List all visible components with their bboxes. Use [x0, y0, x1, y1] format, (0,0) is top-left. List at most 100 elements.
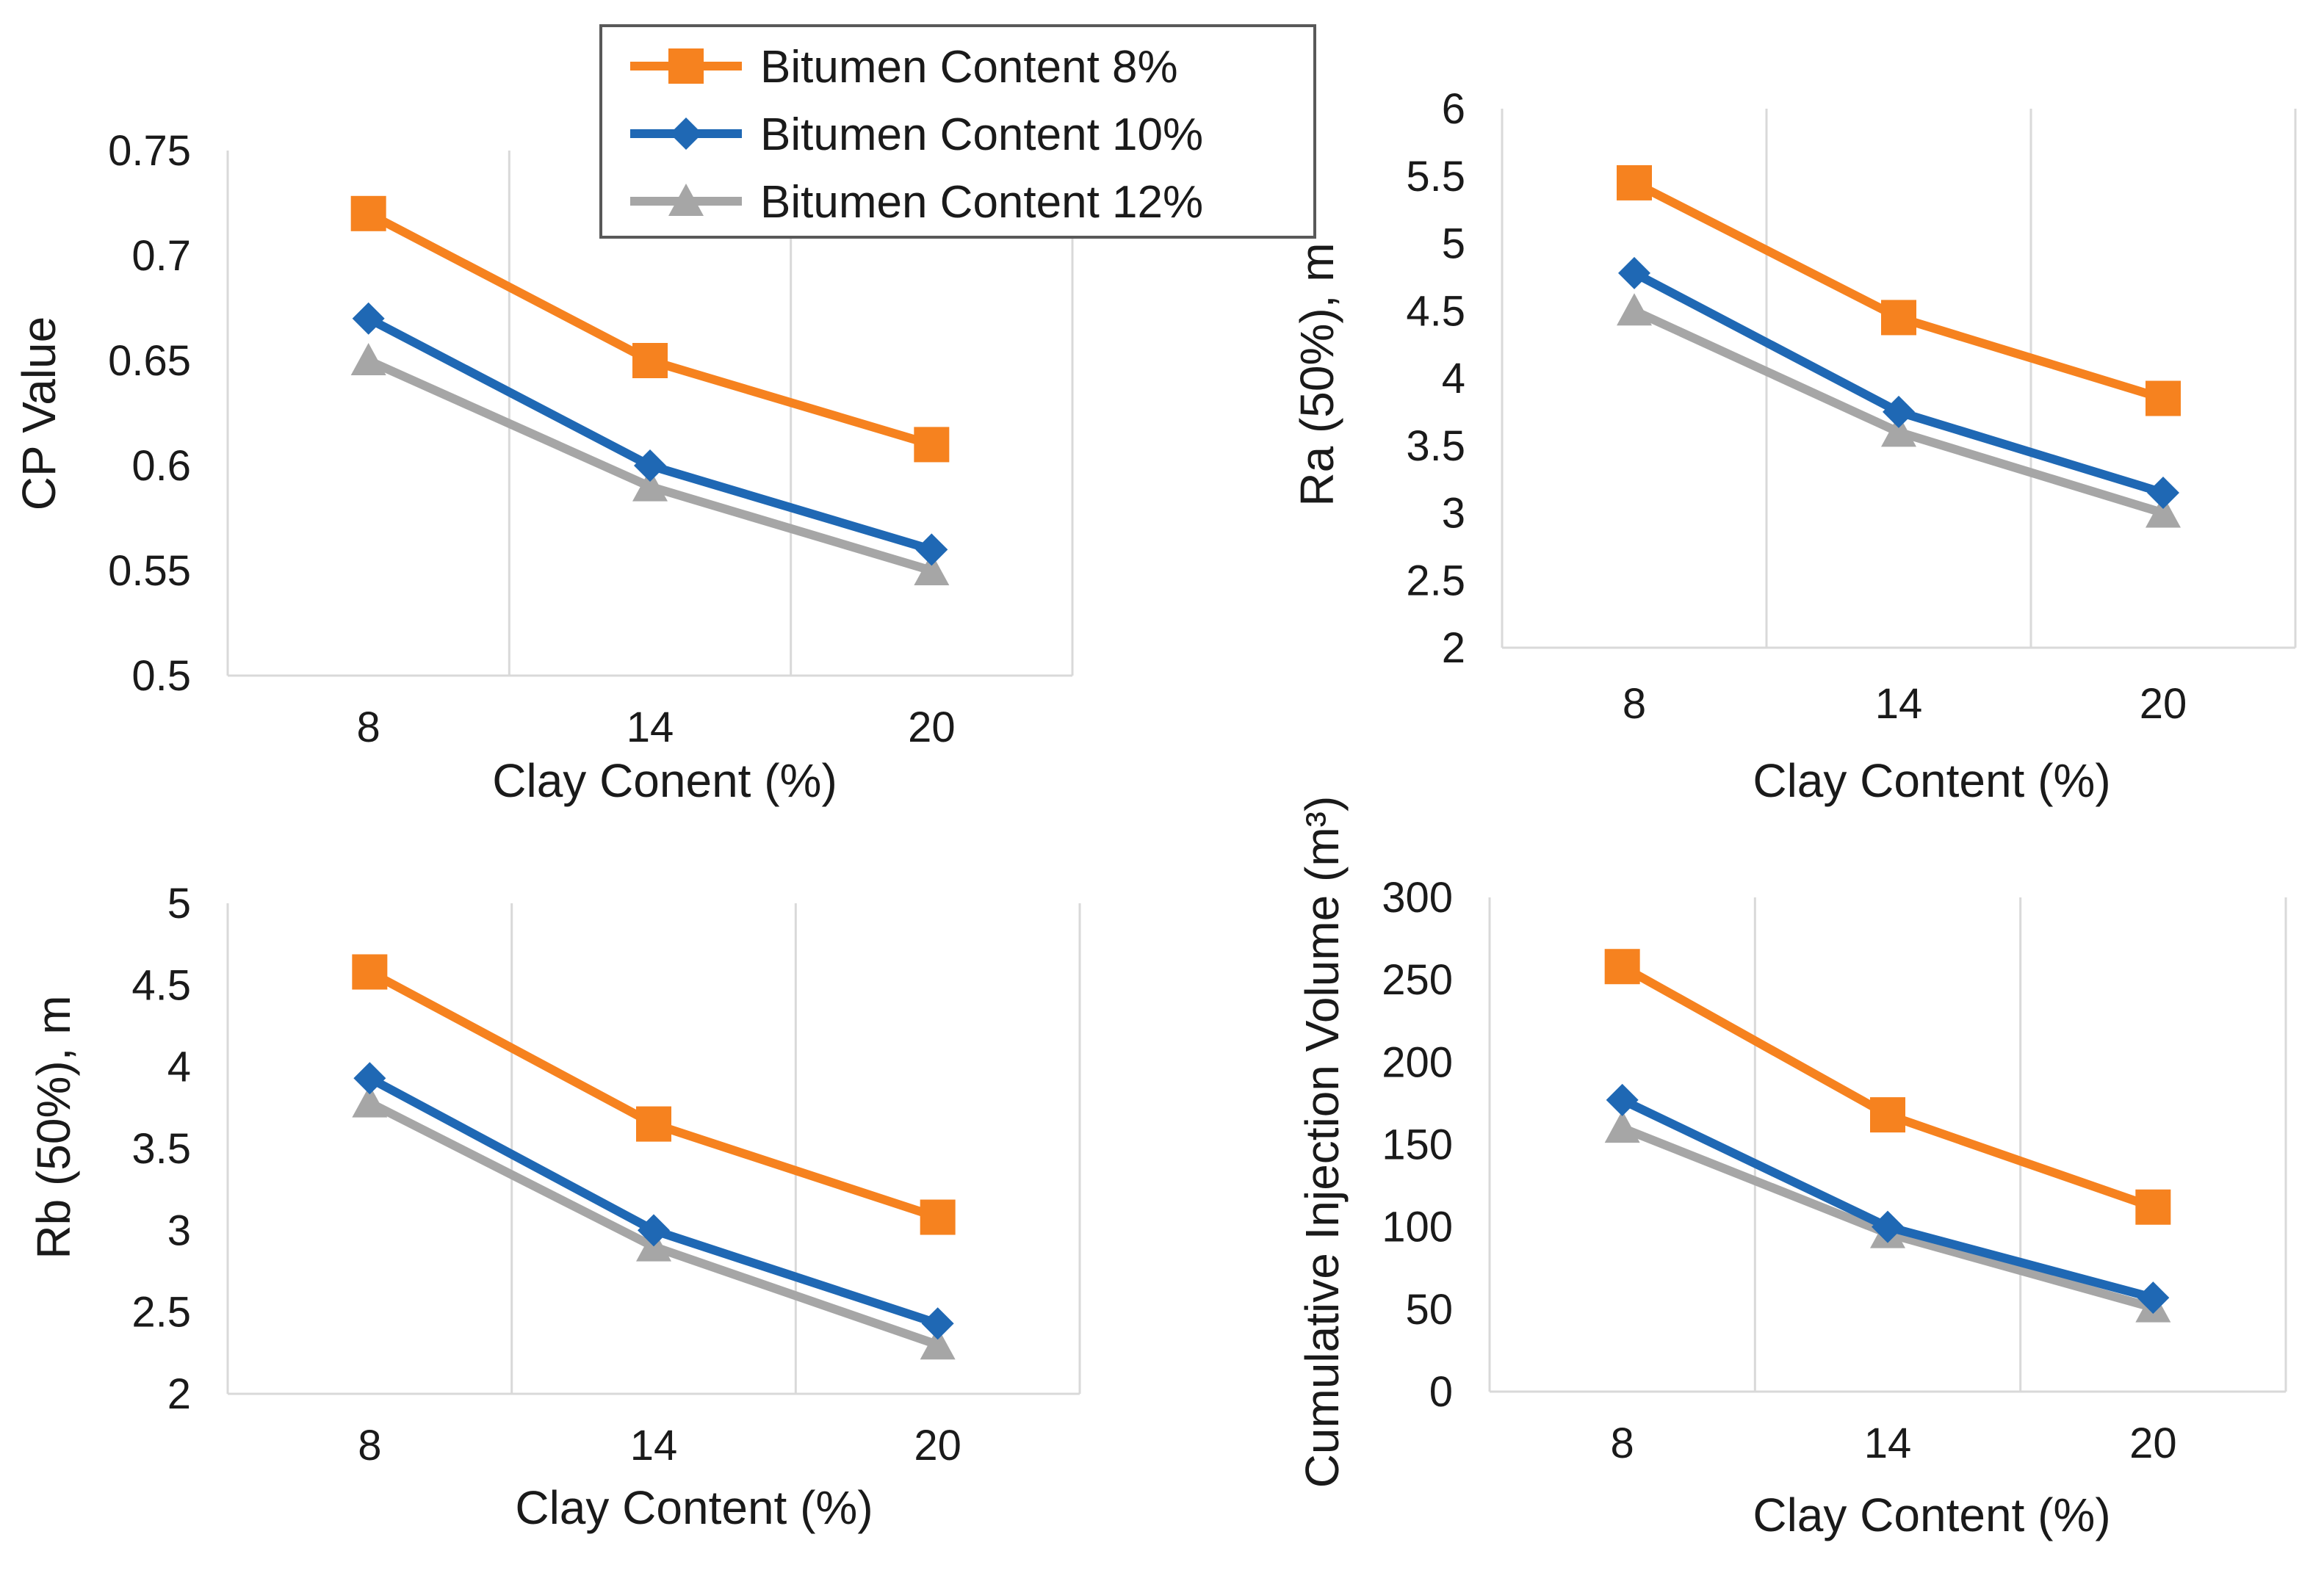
x-tick-label: 14	[627, 704, 674, 751]
y-tick-label: 0.75	[108, 127, 191, 175]
series-layer	[350, 195, 950, 585]
legend-label: Bitumen Content 10%	[760, 109, 1203, 160]
x-tick-label: 20	[914, 1422, 961, 1469]
y-axis-title: Ra (50%), m	[1291, 242, 1343, 506]
series-bitumen-content-10	[352, 302, 948, 566]
series-bitumen-content-8	[352, 954, 956, 1235]
data-point	[350, 195, 386, 231]
series-layer	[352, 954, 956, 1360]
series-line	[364, 209, 937, 449]
y-tick-label: 4	[1442, 355, 1465, 402]
data-point	[1618, 256, 1650, 289]
legend-entry: Bitumen Content 10%	[630, 109, 1203, 160]
data-point	[2147, 476, 2179, 509]
y-tick-label: 5.5	[1406, 153, 1465, 200]
data-point	[2135, 1189, 2171, 1225]
legend-label: Bitumen Content 8%	[760, 42, 1178, 93]
legend-marker	[668, 184, 704, 216]
x-axis-title: Clay Content (%)	[515, 1481, 873, 1534]
y-axis-title: Cumulative Injection Volume (m³)	[1296, 796, 1349, 1489]
y-tick-label: 6	[1442, 85, 1465, 133]
x-tick-label: 8	[358, 1422, 381, 1469]
y-ticks: 0.5 0.55 0.6 0.65 0.7 0.75	[108, 127, 191, 700]
data-point	[634, 449, 666, 482]
panel-ra: 2 2.5 3 3.5 4 4.5 5 5.5 6 8 14 20 Clay Content (%)…	[1291, 85, 2297, 807]
data-point	[353, 1062, 386, 1095]
y-tick-label: 2.5	[131, 1289, 191, 1337]
legend-entries: Bitumen Content 8% Bitumen Content 10% Bit…	[630, 42, 1203, 228]
y-tick-label: 0.65	[108, 337, 191, 385]
legend-marker	[668, 48, 704, 84]
data-point	[1883, 395, 1915, 428]
data-point	[914, 553, 950, 585]
series-bitumen-content-12	[350, 343, 950, 585]
y-tick-label: 0.7	[131, 232, 191, 280]
data-point	[921, 1307, 954, 1340]
y-tick-label: 3.5	[131, 1125, 191, 1173]
y-tick-label: 50	[1405, 1286, 1453, 1334]
data-point	[1604, 949, 1640, 985]
data-point	[2146, 495, 2181, 528]
x-ticks: 8 14 20	[358, 1422, 961, 1469]
series-bitumen-content-12	[352, 1085, 956, 1360]
y-tick-label: 4	[167, 1044, 191, 1091]
series-line	[1617, 962, 2158, 1212]
y-tick-label: 200	[1382, 1038, 1453, 1086]
x-axis-title: Clay Conent (%)	[492, 754, 837, 807]
axes	[1501, 109, 2295, 649]
x-tick-label: 20	[2129, 1420, 2177, 1467]
y-tick-label: 100	[1382, 1204, 1453, 1251]
y-tick-label: 2	[167, 1370, 191, 1418]
series-bitumen-content-10	[1606, 1083, 2170, 1315]
panel-cp-value: 0.5 0.55 0.6 0.65 0.7 0.75 8 14 20 Clay Conent …	[12, 127, 1074, 807]
series-bitumen-content-10	[353, 1062, 954, 1340]
data-point	[350, 343, 386, 375]
series-layer	[1604, 949, 2171, 1323]
axes	[1488, 897, 2286, 1393]
series-bitumen-content-12	[1617, 293, 2181, 528]
y-tick-label: 0.5	[131, 652, 191, 700]
data-point	[1604, 1110, 1640, 1143]
data-point	[1870, 1097, 1905, 1133]
y-tick-label: 5	[167, 880, 191, 927]
legend: Bitumen Content 8% Bitumen Content 10% Bit…	[599, 24, 1316, 239]
series-line	[365, 967, 942, 1222]
x-tick-label: 8	[357, 704, 380, 751]
series-bitumen-content-10	[1618, 256, 2179, 509]
data-point	[1881, 414, 1916, 447]
series-bitumen-content-8	[1617, 164, 2181, 416]
x-ticks: 8 14 20	[1611, 1420, 2177, 1467]
y-tick-label: 3	[1442, 490, 1465, 538]
data-point	[352, 954, 388, 990]
data-point	[914, 427, 950, 463]
series-bitumen-content-8	[350, 195, 950, 463]
data-point	[352, 302, 385, 335]
data-point	[1872, 1210, 1904, 1243]
gridlines	[1765, 109, 2297, 648]
y-tick-label: 2.5	[1406, 557, 1465, 604]
x-ticks: 8 14 20	[1623, 680, 2187, 728]
y-tick-label: 3	[167, 1207, 191, 1254]
x-axis-title: Clay Content (%)	[1753, 754, 2110, 807]
x-tick-label: 20	[908, 704, 956, 751]
data-point	[1617, 293, 1652, 326]
x-axis-title: Clay Content (%)	[1753, 1489, 2110, 1541]
y-tick-label: 2	[1442, 624, 1465, 672]
x-tick-label: 8	[1623, 680, 1646, 728]
y-tick-label: 0.6	[131, 442, 191, 490]
series-line	[1630, 178, 2168, 403]
y-tick-label: 0.55	[108, 547, 191, 595]
x-tick-label: 14	[630, 1422, 678, 1469]
data-point	[920, 1199, 956, 1235]
axes	[226, 903, 1080, 1395]
series-bitumen-content-8	[1604, 949, 2171, 1225]
y-axis-title: Rb (50%), m	[27, 995, 80, 1259]
y-tick-label: 4.5	[1406, 287, 1465, 335]
series-layer	[1617, 164, 2181, 528]
y-tick-label: 150	[1382, 1121, 1453, 1169]
gridlines	[510, 903, 1081, 1394]
gridlines	[1753, 897, 2287, 1392]
legend-label: Bitumen Content 12%	[760, 177, 1203, 228]
y-tick-label: 0	[1429, 1368, 1453, 1416]
